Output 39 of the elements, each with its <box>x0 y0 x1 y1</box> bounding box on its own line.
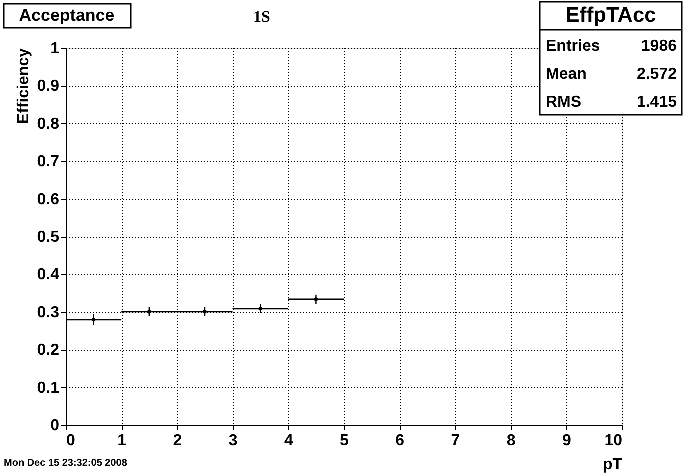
annotation: RMS <box>546 94 582 111</box>
y-tick-label: 0.6 <box>37 191 60 208</box>
point <box>203 310 207 314</box>
y-tick-label: 0.7 <box>37 154 60 171</box>
text: 1S <box>254 9 271 26</box>
point <box>258 307 262 311</box>
y-tick-label: 0.5 <box>37 229 60 246</box>
x-axis-title: pT <box>602 456 623 473</box>
y-tick-label: 0.9 <box>37 78 60 96</box>
text: 1.415 <box>636 94 678 111</box>
y-tick-label: 0.2 <box>37 342 60 360</box>
y-tick-label: 0.4 <box>37 266 60 284</box>
x-tick-label: 4 <box>284 432 294 450</box>
y-tick-label: 0 <box>50 418 60 434</box>
text: Mon Dec 15 23:32:05 2008 <box>4 458 128 469</box>
x-tick-label: 6 <box>396 432 405 450</box>
point <box>92 318 96 322</box>
chart-title: Acceptance <box>19 6 115 25</box>
x-tick-label: 10 <box>604 432 623 450</box>
point <box>148 310 152 314</box>
point <box>314 298 318 302</box>
y-tick-label: 0.1 <box>37 380 60 397</box>
text: 2.572 <box>636 66 678 83</box>
y-tick-label: 1 <box>50 40 60 58</box>
y-axis-title: Efficiency <box>15 48 32 124</box>
y-tick-label: 0.3 <box>37 304 60 322</box>
x-tick-label: 9 <box>562 432 572 450</box>
x-tick-label: 3 <box>228 432 238 450</box>
x-tick-label: 2 <box>173 432 182 450</box>
x-tick-label: 8 <box>506 432 516 450</box>
annotation: Entries <box>546 38 600 55</box>
text: EffpTAcc <box>566 4 657 27</box>
x-tick-label: 7 <box>451 432 460 450</box>
x-tick-label: 5 <box>340 432 350 450</box>
text: 1986 <box>641 38 678 55</box>
y-tick-label: 0.8 <box>37 116 60 133</box>
x-tick-label: 0 <box>66 432 76 450</box>
annotation: Mean <box>546 66 587 83</box>
x-tick-label: 1 <box>118 432 127 450</box>
